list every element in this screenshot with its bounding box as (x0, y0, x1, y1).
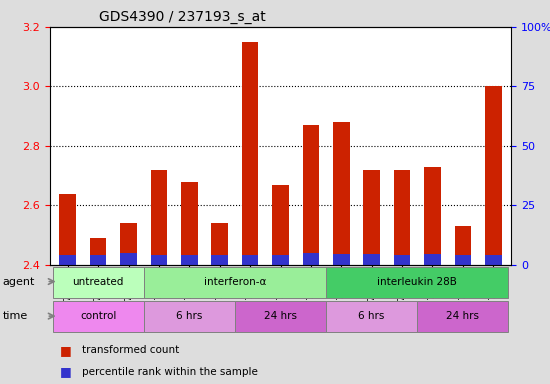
Text: agent: agent (3, 276, 35, 286)
Bar (417, 301, 508, 332)
Text: GDS4390 / 237193_s_at: GDS4390 / 237193_s_at (99, 10, 266, 23)
Bar (394, 255, 410, 265)
Bar (211, 223, 228, 265)
Text: percentile rank within the sample: percentile rank within the sample (82, 366, 258, 377)
Text: interleukin 28B: interleukin 28B (377, 276, 457, 286)
Bar (242, 255, 258, 265)
Bar (120, 253, 137, 265)
Text: control: control (80, 311, 116, 321)
Bar (272, 255, 289, 265)
Bar (485, 255, 502, 265)
Text: 6 hrs: 6 hrs (176, 311, 202, 321)
Text: ■: ■ (60, 344, 76, 357)
Bar (242, 42, 258, 265)
Bar (53, 267, 144, 298)
Text: ■: ■ (60, 365, 76, 378)
Text: 24 hrs: 24 hrs (264, 311, 297, 321)
Text: 24 hrs: 24 hrs (447, 311, 480, 321)
Bar (364, 254, 380, 265)
Text: time: time (3, 311, 28, 321)
Bar (144, 301, 235, 332)
Bar (59, 255, 76, 265)
Bar (394, 170, 410, 265)
Bar (302, 253, 319, 265)
Bar (333, 122, 350, 265)
Bar (211, 255, 228, 265)
Bar (181, 182, 197, 265)
Bar (454, 226, 471, 265)
Bar (326, 267, 508, 298)
Bar (151, 170, 167, 265)
Bar (454, 255, 471, 265)
Bar (59, 194, 76, 265)
Text: interferon-α: interferon-α (204, 276, 266, 286)
Bar (424, 167, 441, 265)
Bar (333, 254, 350, 265)
Bar (485, 86, 502, 265)
Bar (144, 267, 326, 298)
Bar (235, 301, 326, 332)
Bar (151, 255, 167, 265)
Text: 6 hrs: 6 hrs (359, 311, 385, 321)
Text: untreated: untreated (73, 276, 124, 286)
Text: transformed count: transformed count (82, 345, 180, 355)
Bar (90, 238, 107, 265)
Bar (272, 185, 289, 265)
Bar (90, 255, 107, 265)
Bar (181, 255, 197, 265)
Bar (364, 170, 380, 265)
Bar (424, 254, 441, 265)
Bar (326, 301, 417, 332)
Bar (120, 223, 137, 265)
Bar (53, 301, 144, 332)
Bar (302, 125, 319, 265)
